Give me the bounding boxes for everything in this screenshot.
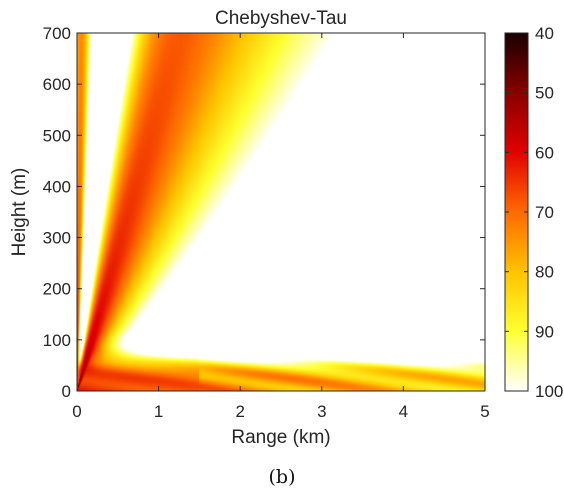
x-tick-label: 2	[235, 402, 244, 421]
colorbar-tick-label: 60	[535, 143, 554, 162]
y-tick-label: 300	[43, 229, 71, 248]
colorbar-tick-label: 40	[535, 24, 554, 43]
x-axis-label: Range (km)	[231, 427, 330, 448]
x-axis-ticks: 0 1 2 3 4 5	[72, 33, 490, 421]
x-tick-label: 0	[72, 402, 81, 421]
colorbar-tick-label: 80	[535, 263, 554, 282]
colorbar-tick-label: 70	[535, 203, 554, 222]
colorbar-ticks: 40 50 60 70 80 90 100	[505, 24, 563, 401]
colorbar-tick-label: 50	[535, 84, 554, 103]
y-tick-label: 100	[43, 331, 71, 350]
y-axis-label: Height (m)	[9, 168, 30, 257]
x-tick-label: 4	[399, 402, 408, 421]
x-tick-label: 3	[317, 402, 326, 421]
x-tick-label: 5	[480, 402, 489, 421]
y-tick-label: 500	[43, 126, 71, 145]
y-tick-label: 400	[43, 177, 71, 196]
y-tick-label: 200	[43, 280, 71, 299]
y-tick-label: 700	[43, 24, 71, 43]
figure-caption: (b)	[269, 466, 296, 488]
heatmap-field	[77, 33, 485, 391]
y-axis-ticks: 0 100 200 300 400 500 600 700	[43, 24, 485, 401]
colorbar-tick-label: 90	[535, 322, 554, 341]
y-tick-label: 0	[62, 382, 71, 401]
colorbar-tick-label: 100	[535, 382, 563, 401]
y-tick-label: 600	[43, 75, 71, 94]
chart-title: Chebyshev-Tau	[215, 8, 347, 29]
plot-frame	[76, 32, 486, 392]
x-tick-label: 1	[154, 402, 163, 421]
